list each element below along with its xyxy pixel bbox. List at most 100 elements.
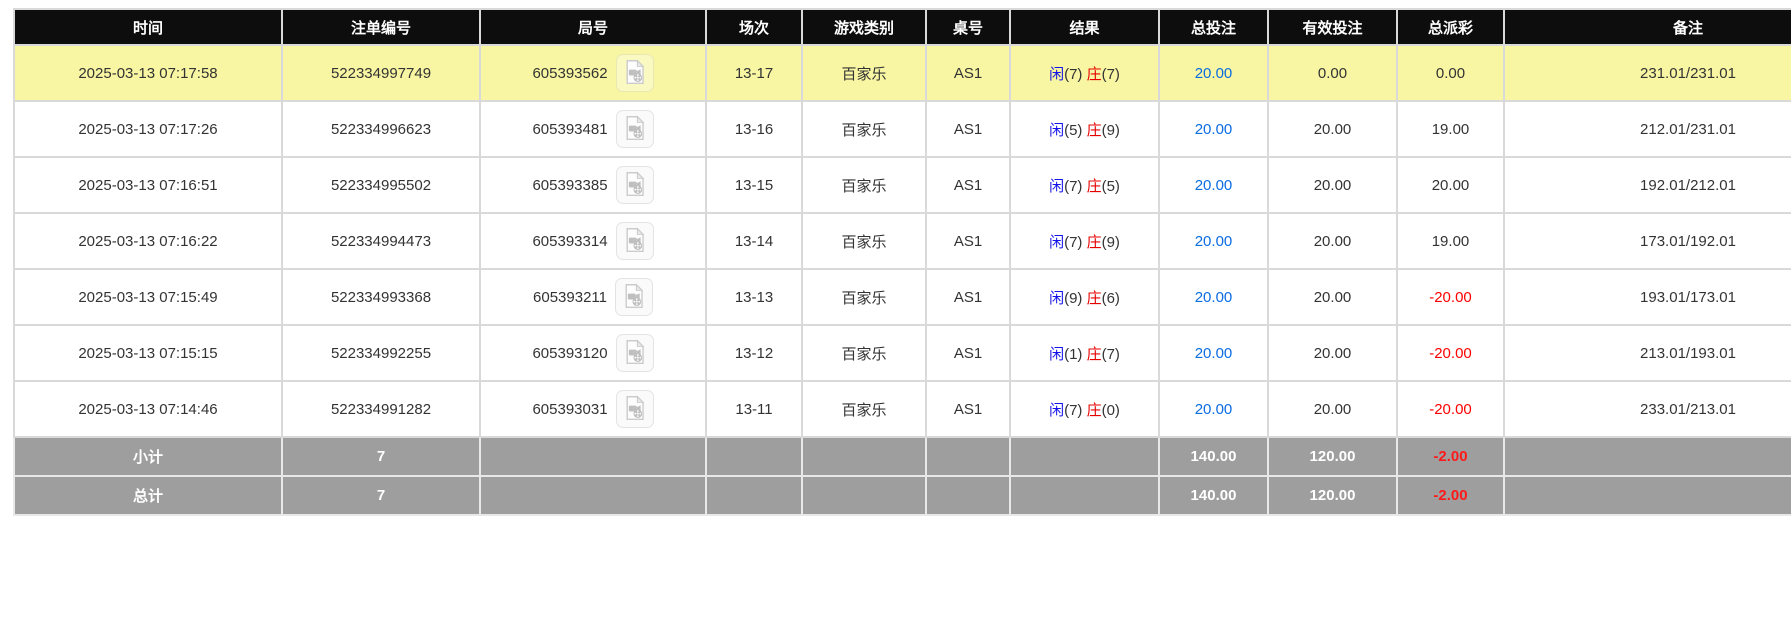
cell-payout: -20.00 [1396,380,1505,438]
subtotal-empty-round-id [479,436,707,477]
video-replay-button[interactable] [615,54,654,92]
column-header-valid-bet: 有效投注 [1267,8,1398,46]
result-banker-score: (6) [1101,289,1120,307]
table-row[interactable]: 2025-03-13 07:17:26 522334996623 605393481… [13,100,1791,158]
cell-session: 13-14 [705,212,803,270]
column-header-session: 场次 [705,8,803,46]
total-empty-session [705,475,803,516]
video-replay-button[interactable] [615,166,654,204]
cell-round-id: 605393385 [479,156,707,214]
cell-result: 闲(7) 庄(9) [1009,212,1160,270]
cell-game-type: 百家乐 [801,380,927,438]
column-header-remark: 备注 [1503,8,1791,46]
cell-bet-id: 522334993368 [281,268,481,326]
result-banker-label: 庄 [1086,177,1102,195]
table-row[interactable]: 2025-03-13 07:15:15 522334992255 605393120… [13,324,1791,382]
cell-round-id: 605393031 [479,380,707,438]
video-replay-button[interactable] [615,334,654,372]
video-replay-icon [621,282,647,312]
total-label: 总计 [13,475,283,516]
cell-valid-bet: 20.00 [1267,268,1398,326]
cell-table-no: AS1 [925,156,1011,214]
round-id-wrap: 605393481 [485,110,701,148]
cell-payout: 20.00 [1396,156,1505,214]
column-header-game-type: 游戏类别 [801,8,927,46]
result-banker-label: 庄 [1086,401,1102,419]
result-player-score: (5) [1064,121,1087,139]
cell-total-bet: 20.00 [1158,156,1269,214]
result-player-score: (7) [1064,233,1087,251]
video-replay-icon [622,226,648,256]
cell-payout: 0.00 [1396,44,1505,102]
cell-remark: 193.01/173.01 [1503,268,1791,326]
video-replay-icon [622,338,648,368]
video-replay-icon [622,394,648,424]
cell-time: 2025-03-13 07:16:22 [13,212,283,270]
cell-remark: 173.01/192.01 [1503,212,1791,270]
table-row[interactable]: 2025-03-13 07:17:58 522334997749 605393562… [13,44,1791,102]
round-id-wrap: 605393314 [485,222,701,260]
cell-bet-id: 522334995502 [281,156,481,214]
total-payout: -2.00 [1396,475,1505,516]
video-replay-button[interactable] [615,222,654,260]
column-header-result: 结果 [1009,8,1160,46]
subtotal-empty-result [1009,436,1160,477]
subtotal-empty-game-type [801,436,927,477]
round-id-wrap: 605393120 [485,334,701,372]
cell-table-no: AS1 [925,100,1011,158]
video-replay-icon [622,58,648,88]
cell-time: 2025-03-13 07:15:49 [13,268,283,326]
cell-total-bet: 20.00 [1158,212,1269,270]
result-banker-score: (5) [1101,177,1120,195]
table-row[interactable]: 2025-03-13 07:16:51 522334995502 605393385… [13,156,1791,214]
table-row[interactable]: 2025-03-13 07:14:46 522334991282 605393031… [13,380,1791,438]
cell-game-type: 百家乐 [801,212,927,270]
cell-result: 闲(9) 庄(6) [1009,268,1160,326]
bet-history-table: 时间 注单编号 局号 场次 游戏类别 桌号 结果 总投注 有效投注 总派彩 备注 2025-03-1… [13,8,1791,516]
cell-total-bet: 20.00 [1158,100,1269,158]
video-replay-button[interactable] [614,278,653,316]
total-row: 总计 7 140.00 120.00 -2.00 [13,475,1791,516]
subtotal-row: 小计 7 140.00 120.00 -2.00 [13,436,1791,477]
subtotal-payout: -2.00 [1396,436,1505,477]
total-valid-bet: 120.00 [1267,475,1398,516]
cell-game-type: 百家乐 [801,100,927,158]
cell-session: 13-12 [705,324,803,382]
cell-remark: 233.01/213.01 [1503,380,1791,438]
cell-valid-bet: 20.00 [1267,156,1398,214]
cell-bet-id: 522334994473 [281,212,481,270]
cell-payout: -20.00 [1396,268,1505,326]
video-replay-button[interactable] [615,110,654,148]
cell-table-no: AS1 [925,44,1011,102]
cell-game-type: 百家乐 [801,156,927,214]
table-row[interactable]: 2025-03-13 07:15:49 522334993368 605393211… [13,268,1791,326]
result-player-score: (7) [1064,65,1087,83]
result-banker-score: (7) [1101,65,1120,83]
cell-session: 13-11 [705,380,803,438]
cell-session: 13-13 [705,268,803,326]
cell-time: 2025-03-13 07:14:46 [13,380,283,438]
cell-valid-bet: 20.00 [1267,380,1398,438]
cell-round-id: 605393562 [479,44,707,102]
cell-valid-bet: 0.00 [1267,44,1398,102]
cell-round-id: 605393314 [479,212,707,270]
video-replay-button[interactable] [615,390,654,428]
result-banker-label: 庄 [1086,121,1102,139]
cell-game-type: 百家乐 [801,268,927,326]
cell-remark: 192.01/212.01 [1503,156,1791,214]
column-header-total-bet: 总投注 [1158,8,1269,46]
cell-table-no: AS1 [925,324,1011,382]
cell-time: 2025-03-13 07:17:26 [13,100,283,158]
round-id-value: 605393314 [532,232,608,250]
result-banker-score: (9) [1101,121,1120,139]
subtotal-empty-remark [1503,436,1791,477]
result-banker-label: 庄 [1086,345,1102,363]
table-row[interactable]: 2025-03-13 07:16:22 522334994473 605393314… [13,212,1791,270]
cell-result: 闲(7) 庄(7) [1009,44,1160,102]
subtotal-total-bet: 140.00 [1158,436,1269,477]
result-player-label: 闲 [1049,65,1065,83]
round-id-value: 605393481 [532,120,608,138]
total-empty-game-type [801,475,927,516]
cell-session: 13-17 [705,44,803,102]
column-header-round-id: 局号 [479,8,707,46]
